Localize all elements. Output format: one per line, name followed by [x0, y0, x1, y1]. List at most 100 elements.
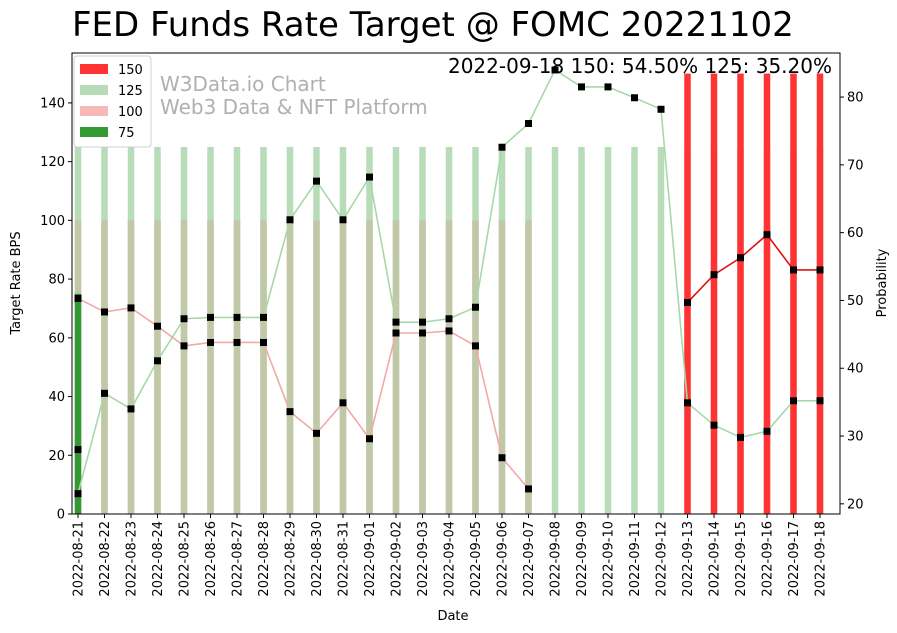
marker-125-2022-09-15 [737, 433, 744, 441]
x-tick-label-2022-09-04: 2022-09-04 [443, 521, 458, 597]
bar-150-2022-09-14 [710, 73, 718, 514]
x-tick-label-2022-09-13: 2022-09-13 [681, 521, 696, 597]
y2-axis-label: Probability [875, 248, 890, 317]
legend-swatch-125 [80, 85, 108, 95]
x-tick-label-2022-08-29: 2022-08-29 [284, 521, 299, 597]
marker-125-2022-09-14 [710, 421, 718, 429]
bar-100-2022-09-05 [472, 220, 479, 514]
marker-125-2022-08-28 [260, 313, 267, 321]
y2-tick-label-40: 40 [847, 362, 864, 377]
legend-label-125: 125 [118, 84, 143, 99]
x-tick-label-2022-08-25: 2022-08-25 [178, 521, 193, 597]
marker-125-2022-09-13 [684, 399, 691, 407]
watermark-line-2: Web3 Data & NFT Platform [160, 95, 428, 119]
marker-125-2022-09-05 [472, 303, 479, 311]
bar-100-2022-08-25 [180, 220, 188, 514]
bar-150-2022-09-15 [737, 73, 744, 514]
x-tick-label-2022-09-14: 2022-09-14 [708, 521, 723, 597]
marker-100-2022-08-21 [74, 294, 82, 302]
bar-150-2022-09-17 [790, 73, 797, 514]
y-tick-label-140: 140 [40, 96, 65, 111]
marker-100-2022-09-03 [419, 329, 426, 337]
y-tick-label-100: 100 [40, 214, 65, 229]
y2-tick-label-50: 50 [847, 294, 864, 309]
marker-100-2022-09-04 [445, 327, 453, 335]
marker-125-2022-09-18 [816, 397, 824, 405]
y2-tick-label-20: 20 [847, 497, 864, 512]
marker-125-2022-08-21 [74, 490, 82, 498]
bar-150-2022-09-13 [684, 73, 691, 514]
bar-125-2022-09-09 [578, 146, 585, 514]
bar-150-2022-09-18 [816, 73, 824, 514]
marker-150-2022-09-18 [816, 266, 824, 274]
plot-area: 0 20 40 60 80 100 120 140 20 30 40 50 60 70 80 2022-08-… [40, 52, 864, 597]
marker-100-2022-08-28 [260, 338, 267, 346]
marker-100-2022-09-05 [472, 342, 479, 350]
marker-150-2022-09-13 [684, 298, 691, 306]
x-tick-label-2022-09-02: 2022-09-02 [390, 521, 405, 597]
bar-100-2022-08-22 [101, 220, 108, 514]
marker-100-2022-09-06 [498, 454, 506, 462]
y-tick-label-20: 20 [48, 449, 65, 464]
marker-125-2022-09-04 [445, 315, 453, 323]
marker-100-2022-08-31 [339, 399, 347, 407]
bar-100-2022-08-24 [154, 220, 161, 514]
marker-125-2022-08-26 [207, 313, 214, 321]
bar-125-2022-09-12 [657, 146, 665, 514]
chart-title: FED Funds Rate Target @ FOMC 20221102 [72, 5, 794, 45]
plot-frame [71, 52, 841, 515]
marker-125-2022-09-10 [604, 83, 612, 91]
marker-150-2022-09-14 [710, 271, 718, 279]
x-tick-label-2022-09-03: 2022-09-03 [416, 521, 431, 597]
legend-label-75: 75 [118, 126, 135, 141]
x-tick-label-2022-09-15: 2022-09-15 [734, 521, 749, 597]
y-tick-label-60: 60 [48, 331, 65, 346]
marker-125-2022-09-08 [551, 66, 559, 74]
bar-100-2022-08-27 [233, 220, 241, 514]
x-tick-label-2022-09-01: 2022-09-01 [363, 521, 378, 597]
y-tick-label-120: 120 [40, 155, 65, 170]
legend: 150 125 100 75 [73, 55, 152, 148]
marker-125-2022-09-07 [525, 120, 532, 128]
x-tick-label-2022-09-09: 2022-09-09 [575, 521, 590, 597]
x-tick-label-2022-08-24: 2022-08-24 [151, 521, 166, 597]
bar-100-2022-09-06 [498, 220, 506, 514]
y-axis-label: Target Rate BPS [9, 231, 24, 335]
bar-100-2022-09-02 [392, 220, 400, 514]
y-tick-label-40: 40 [48, 390, 65, 405]
x-tick-label-2022-09-16: 2022-09-16 [761, 521, 776, 597]
y2-tick-label-30: 30 [847, 430, 864, 445]
legend-swatch-100 [80, 106, 108, 116]
bar-100-2022-09-07 [525, 220, 532, 514]
marker-125-2022-09-01 [366, 173, 373, 181]
x-tick-label-2022-09-18: 2022-09-18 [814, 521, 829, 597]
marker-125-2022-09-06 [498, 143, 506, 151]
legend-swatch-150 [80, 64, 108, 74]
marker-150-2022-09-16 [763, 231, 771, 239]
marker-125-2022-09-02 [392, 318, 400, 326]
marker-125-2022-09-16 [763, 427, 771, 435]
y2-tick-label-60: 60 [847, 226, 864, 241]
bar-100-2022-08-30 [313, 220, 320, 514]
x-tick-label-2022-08-22: 2022-08-22 [98, 521, 113, 597]
marker-125-2022-08-25 [180, 315, 188, 323]
line-100-0 [77, 297, 530, 490]
x-tick-label-2022-08-27: 2022-08-27 [231, 521, 246, 597]
line-150-0 [686, 233, 820, 304]
x-tick-label-2022-09-07: 2022-09-07 [522, 521, 537, 597]
x-tick-label-2022-08-31: 2022-08-31 [337, 521, 352, 597]
x-tick-label-2022-09-06: 2022-09-06 [496, 521, 511, 597]
marker-100-2022-08-29 [286, 408, 294, 416]
y2-tick-label-70: 70 [847, 158, 864, 173]
bar-125-2022-09-11 [631, 146, 638, 514]
marker-125-2022-08-24 [154, 357, 161, 365]
x-tick-label-2022-09-12: 2022-09-12 [655, 521, 670, 597]
legend-box [73, 55, 152, 148]
x-tick-label-2022-09-05: 2022-09-05 [469, 521, 484, 597]
x-tick-label-2022-09-11: 2022-09-11 [628, 521, 643, 597]
bar-100-2022-08-31 [339, 220, 347, 514]
marker-100-2022-08-27 [233, 338, 241, 346]
x-tick-label-2022-09-10: 2022-09-10 [602, 521, 617, 597]
marker-125-2022-09-11 [631, 94, 638, 102]
legend-label-150: 150 [118, 63, 143, 78]
